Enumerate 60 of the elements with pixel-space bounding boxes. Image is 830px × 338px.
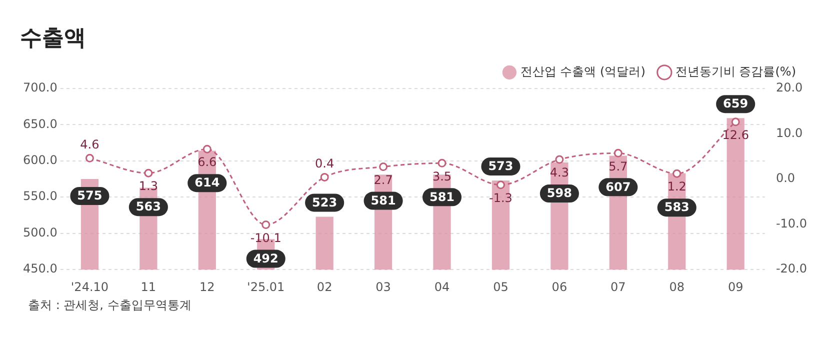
x-tick-label: 09 <box>728 280 744 294</box>
data-label: 0.4 <box>315 156 334 170</box>
data-label: 4.6 <box>80 137 100 152</box>
point <box>379 162 388 172</box>
y-tick-label: 500.0 <box>22 225 58 240</box>
point <box>614 148 622 158</box>
legend-label: 전년동기비 증감률(%) <box>675 64 796 79</box>
data-label: 659 <box>723 96 748 111</box>
data-label: 563 <box>136 200 161 214</box>
point <box>555 155 564 164</box>
data-label: 581 <box>429 190 455 204</box>
point <box>496 180 505 190</box>
data-label: 5.7 <box>608 159 628 174</box>
data-label: 607 <box>606 180 631 194</box>
x-tick-label: '24.10 <box>70 280 109 294</box>
x-tick-label: 04 <box>434 280 450 294</box>
y2-tick-label: 10.0 <box>776 126 803 140</box>
data-label: 523 <box>312 195 338 210</box>
point <box>262 220 270 230</box>
data-label: -10.1 <box>250 230 282 245</box>
point <box>320 172 329 182</box>
data-label: 4.3 <box>550 166 569 180</box>
y-tick-label: 550.0 <box>22 189 58 204</box>
point <box>202 144 212 154</box>
x-tick-label: 08 <box>669 280 685 294</box>
data-label: 492 <box>253 251 278 266</box>
data-label: 581 <box>370 193 396 208</box>
x-tick-label: 07 <box>610 280 626 294</box>
data-label: 6.6 <box>198 155 217 170</box>
point <box>85 154 94 162</box>
x-tick-label: 12 <box>200 280 215 294</box>
chart-title: 수출액 <box>20 26 86 51</box>
data-label: 583 <box>664 200 690 214</box>
x-tick-label: 02 <box>316 280 332 294</box>
y-tick-label: 600.0 <box>22 153 58 168</box>
data-label: 573 <box>488 159 514 174</box>
y2-tick-label: 20.0 <box>776 80 803 95</box>
y2-tick-label: -10.0 <box>776 216 808 230</box>
point <box>438 158 446 168</box>
source-note: 출처 : 관세청, 수출입무역통계 <box>28 298 192 312</box>
data-label: 1.3 <box>138 179 158 194</box>
data-label: 598 <box>546 186 572 200</box>
y-tick-label: 700.0 <box>22 80 58 95</box>
y-tick-label: 650.0 <box>22 116 58 131</box>
x-tick-label: '25.01 <box>247 280 285 294</box>
data-label: 2.7 <box>374 172 393 187</box>
y2-tick-label: -20.0 <box>776 262 808 276</box>
point <box>144 168 153 178</box>
point <box>672 169 682 178</box>
point <box>731 118 740 126</box>
data-label: 575 <box>77 188 102 203</box>
x-tick-label: 05 <box>493 280 508 294</box>
x-tick-label: 03 <box>376 280 391 294</box>
y2-tick-label: 0.0 <box>776 171 796 186</box>
data-label: 1.2 <box>667 180 686 194</box>
legend-label: 전산업 수출액 (억달러) <box>520 64 646 79</box>
x-tick-label: 11 <box>140 280 156 294</box>
data-label: 614 <box>194 176 220 190</box>
x-tick-label: 06 <box>552 280 568 294</box>
y-tick-label: 450.0 <box>22 262 58 276</box>
